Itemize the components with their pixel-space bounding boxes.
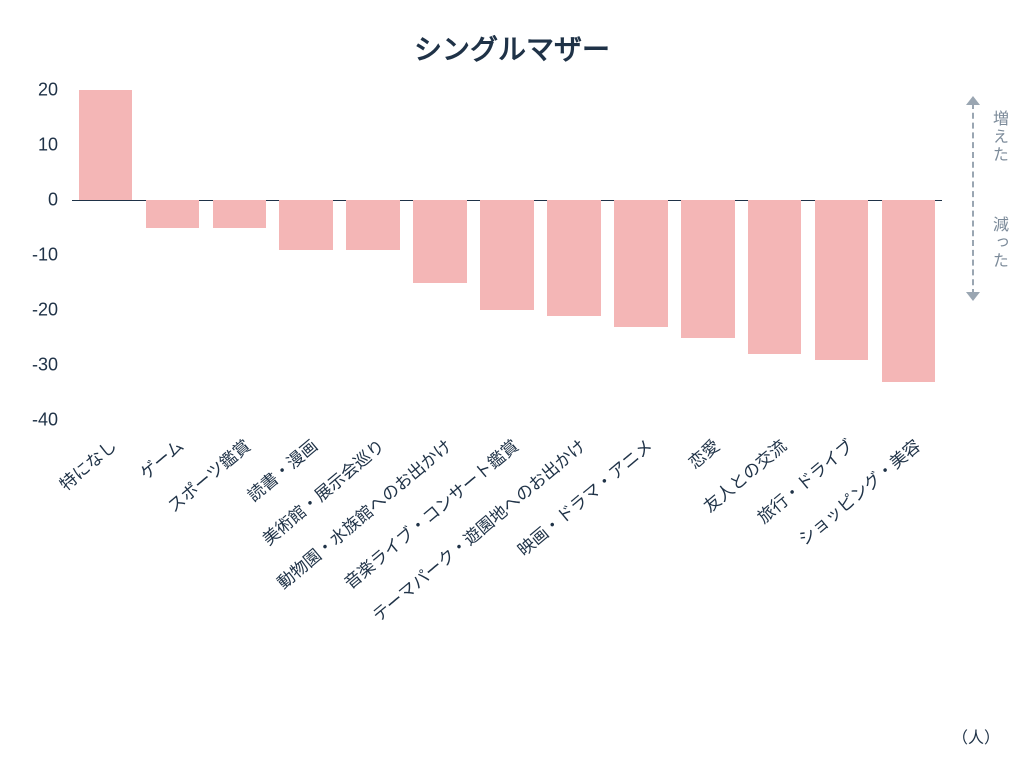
annotation-arrow-head-down (966, 292, 980, 301)
bar (815, 200, 869, 360)
y-tick-label: -40 (0, 410, 58, 431)
bar (748, 200, 802, 354)
bar (413, 200, 467, 283)
bar (346, 200, 400, 250)
x-tick-label: 恋愛 (682, 432, 724, 473)
annotation-decreased-text: 減った (986, 216, 1010, 270)
y-tick-label: 10 (0, 135, 58, 156)
x-tick-label: ゲーム (134, 432, 189, 484)
x-tick-label: ショッピング・美容 (791, 432, 924, 549)
annotation-increased-text: 増えた (986, 110, 1010, 164)
bar (614, 200, 668, 327)
plot-area (72, 90, 942, 420)
bar (480, 200, 534, 310)
bar (547, 200, 601, 316)
y-tick-label: -10 (0, 245, 58, 266)
y-tick-label: -20 (0, 300, 58, 321)
bar (882, 200, 936, 382)
y-tick-label: 20 (0, 80, 58, 101)
annotation-arrow-line (972, 103, 974, 295)
bar (146, 200, 200, 228)
bar (681, 200, 735, 338)
y-tick-label: 0 (0, 190, 58, 211)
bar (279, 200, 333, 250)
unit-label: （人） (952, 724, 1000, 748)
annotation-arrow-head-up (966, 96, 980, 105)
chart-title: シングルマザー (0, 28, 1024, 68)
annotation-increased-label: 増えた (986, 110, 1010, 169)
x-tick-label: 特になし (53, 432, 121, 495)
bar (79, 90, 133, 200)
annotation-decreased-label: 減った (986, 216, 1010, 275)
y-tick-label: -30 (0, 355, 58, 376)
bar (213, 200, 267, 228)
